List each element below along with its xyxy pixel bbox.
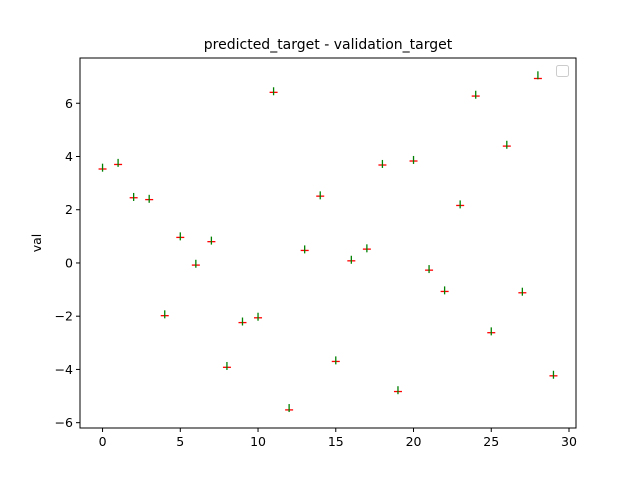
- x-tick-label: 5: [176, 434, 184, 449]
- y-tick-label: −4: [55, 362, 73, 377]
- x-tick-label: 30: [561, 434, 577, 449]
- axis-ticks: 0 5 10 15 20 25 30 −6 −4 −2 0 2 4 6: [55, 96, 577, 449]
- y-tick-label: 6: [65, 96, 73, 111]
- y-tick-label: −6: [55, 415, 73, 430]
- y-tick-label: −2: [55, 309, 73, 324]
- data-points: [98, 71, 558, 413]
- x-tick-label: 10: [250, 434, 266, 449]
- x-tick-label: 0: [99, 434, 107, 449]
- legend-box: [556, 65, 569, 77]
- y-tick-label: 0: [65, 255, 73, 270]
- plot-frame: [79, 57, 577, 429]
- x-tick-label: 15: [328, 434, 344, 449]
- y-tick-label: 4: [65, 149, 73, 164]
- x-tick-label: 25: [483, 434, 499, 449]
- chart-title: predicted_target - validation_target: [204, 37, 453, 53]
- y-tick-label: 2: [65, 202, 73, 217]
- y-axis-label: val: [29, 234, 44, 253]
- x-tick-label: 20: [406, 434, 422, 449]
